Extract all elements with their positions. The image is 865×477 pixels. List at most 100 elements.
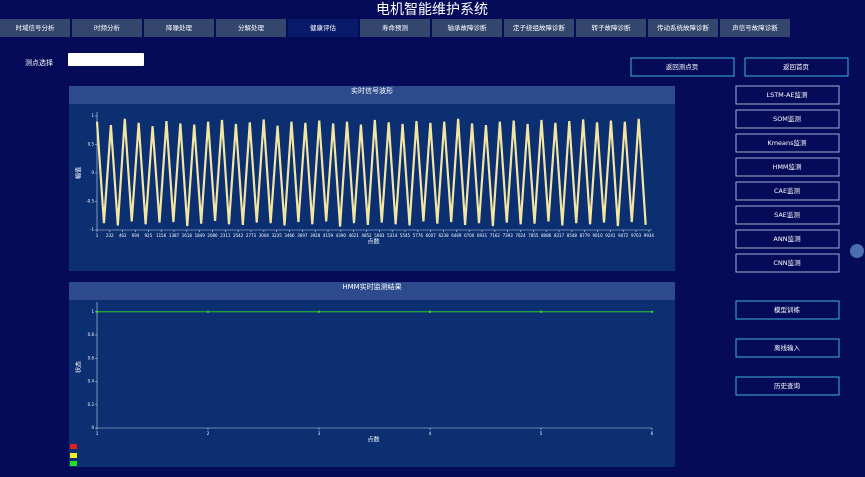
tab-label: 转子故障诊断 — [592, 23, 632, 32]
panel-header — [69, 86, 675, 104]
x-tick-label: 8548 — [567, 233, 578, 238]
button-label: SOM监测 — [773, 114, 801, 123]
button[interactable] — [735, 205, 840, 225]
button[interactable] — [735, 85, 840, 105]
y-tick-label: -0.5 — [86, 199, 94, 204]
x-tick-label: 4852 — [361, 233, 372, 238]
y-tick-label: 0.2 — [88, 402, 95, 407]
x-tick-label: 3235 — [272, 233, 283, 238]
legend-swatch — [70, 453, 77, 458]
tab[interactable] — [576, 19, 646, 37]
chart-title: HMM实时监测结果 — [342, 282, 401, 291]
button[interactable] — [735, 253, 840, 273]
button[interactable] — [744, 57, 849, 77]
tab[interactable] — [360, 19, 430, 37]
y-tick-label: -1 — [90, 227, 94, 232]
tab-label: 降噪处理 — [166, 23, 193, 32]
point — [317, 310, 321, 314]
x-tick-label: 7162 — [490, 233, 501, 238]
x-tick-label: 3928 — [310, 233, 321, 238]
button[interactable] — [735, 376, 840, 396]
button-label: 返回测点页 — [666, 63, 699, 71]
y-tick-label: 0.4 — [88, 379, 95, 384]
tab[interactable] — [72, 19, 142, 37]
tab-label: 分解处理 — [238, 23, 265, 32]
tab[interactable] — [288, 19, 358, 37]
x-tick-label: 9703 — [631, 233, 642, 238]
button-label: ANN监测 — [773, 234, 801, 243]
x-tick-label: 9241 — [605, 233, 616, 238]
tab[interactable] — [432, 19, 502, 37]
tab-label: 寿命预测 — [382, 23, 409, 32]
x-tick-label: 2311 — [220, 233, 231, 238]
button-label: SAE监测 — [774, 210, 800, 219]
tab-label: 健康评估 — [310, 23, 337, 32]
x-tick-label: 6007 — [426, 233, 437, 238]
button-label: HMM监测 — [772, 162, 802, 171]
x-tick-label: 2080 — [207, 233, 218, 238]
x-tick-label: 4390 — [336, 233, 347, 238]
label: 测点选择 — [25, 58, 53, 67]
tab[interactable] — [720, 19, 790, 37]
x-tick-label: 5 — [540, 431, 543, 436]
panel — [69, 282, 675, 467]
x-tick-label: 2 — [207, 431, 210, 436]
x-tick-label: 6700 — [464, 233, 475, 238]
tab-label: 定子绕组故障诊断 — [513, 23, 566, 32]
x-tick-label: 8086 — [541, 233, 552, 238]
legend-swatch — [70, 461, 77, 466]
x-tick-label: 2773 — [246, 233, 257, 238]
point — [95, 310, 99, 314]
button-label: CNN监测 — [773, 258, 801, 267]
dropdown-placeholder: 选择测点 — [74, 57, 94, 64]
button-label: 离线输入 — [774, 343, 801, 352]
x-tick-label: 5776 — [413, 233, 424, 238]
x-tick-label: 5314 — [387, 233, 398, 238]
float-button[interactable] — [850, 244, 864, 258]
tab[interactable] — [648, 19, 718, 37]
button[interactable] — [735, 157, 840, 177]
x-tick-label: 1 — [96, 233, 99, 238]
series-line — [95, 118, 647, 227]
tab[interactable] — [0, 19, 70, 37]
button[interactable] — [735, 181, 840, 201]
chart-title: 实时信号波形 — [351, 86, 393, 95]
x-tick-label: 7393 — [503, 233, 514, 238]
tab[interactable] — [144, 19, 214, 37]
button[interactable] — [735, 133, 840, 153]
tab-label: 时频分析 — [94, 23, 121, 32]
x-tick-label: 1387 — [169, 233, 180, 238]
y-axis-label: 幅值 — [75, 167, 83, 179]
x-axis-label: 点数 — [367, 436, 379, 444]
y-tick-label: 0 — [91, 425, 94, 430]
x-tick-label: 8317 — [554, 233, 565, 238]
button-label: 模型训练 — [774, 305, 801, 314]
x-tick-label: 1618 — [182, 233, 193, 238]
tab-label: 轴承故障诊断 — [448, 23, 488, 32]
legend-swatch — [70, 444, 77, 449]
button-label: LSTM-AE监测 — [766, 90, 808, 99]
x-tick-label: 6238 — [438, 233, 449, 238]
button[interactable] — [735, 300, 840, 320]
x-tick-label: 1156 — [156, 233, 167, 238]
button[interactable] — [630, 57, 735, 77]
y-tick-label: 0.8 — [88, 332, 95, 337]
x-tick-label: 6 — [651, 431, 654, 436]
x-tick-label: 232 — [106, 233, 114, 238]
x-tick-label: 463 — [119, 233, 127, 238]
button[interactable] — [735, 338, 840, 358]
button[interactable] — [735, 229, 840, 249]
dropdown[interactable] — [68, 53, 144, 66]
tab[interactable] — [504, 19, 574, 37]
x-tick-label: 694 — [132, 233, 140, 238]
y-axis-label: 状态 — [75, 361, 83, 373]
tab[interactable] — [216, 19, 286, 37]
button[interactable] — [735, 109, 840, 129]
x-tick-label: 6469 — [451, 233, 462, 238]
x-tick-label: 9010 — [592, 233, 603, 238]
x-tick-label: 3004 — [259, 233, 270, 238]
x-tick-label: 9934 — [644, 233, 655, 238]
x-axis-label: 点数 — [367, 238, 379, 246]
